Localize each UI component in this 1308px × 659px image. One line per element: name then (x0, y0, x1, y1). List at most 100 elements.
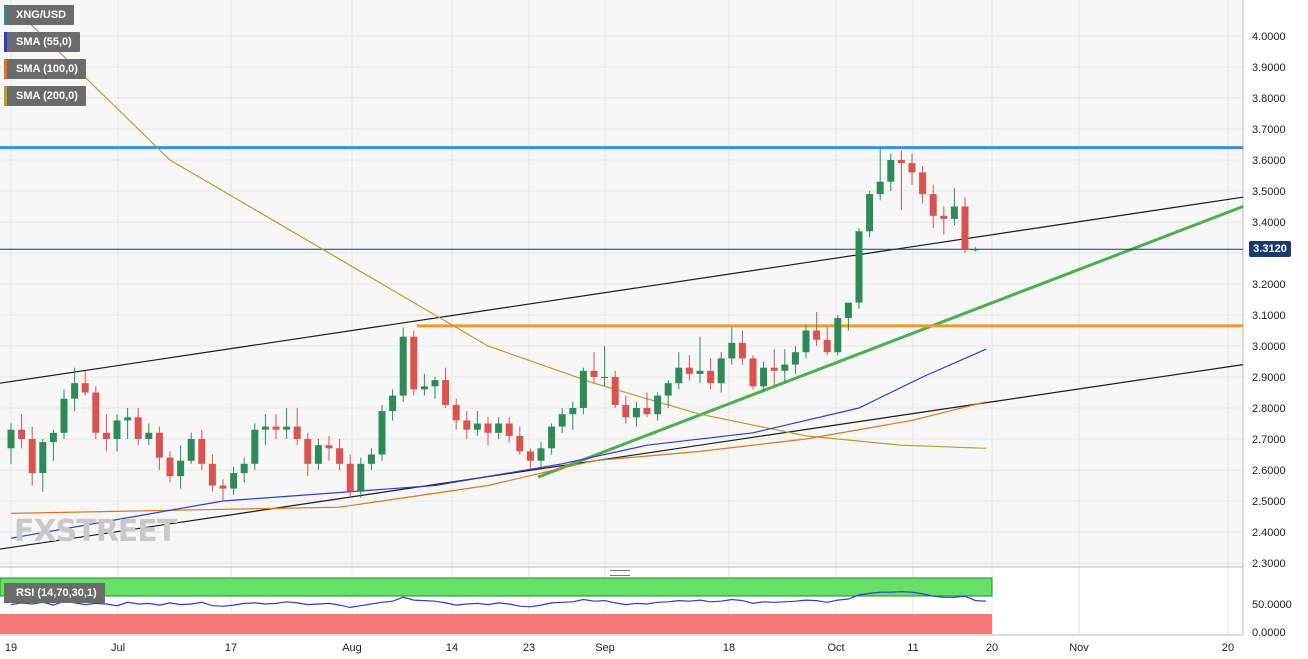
candle (887, 153, 895, 191)
candle (516, 426, 524, 455)
candle (81, 370, 89, 396)
candle (940, 206, 948, 235)
pane-resize-handle[interactable] (610, 570, 630, 576)
y-tick-label: 3.6000 (1252, 155, 1286, 167)
candle (876, 147, 884, 201)
candle (60, 389, 68, 439)
candle-body (49, 432, 57, 443)
candle (39, 439, 47, 492)
candle-body (950, 206, 958, 219)
candle-body (378, 411, 386, 455)
candle (251, 423, 259, 470)
candle (919, 166, 927, 204)
candle (855, 228, 863, 309)
candle-body (431, 380, 439, 387)
legend-rsi[interactable]: RSI (14,70,30,1) (4, 583, 105, 603)
y-tick-label: 3.2000 (1252, 279, 1286, 291)
candle (155, 426, 163, 470)
candle (781, 349, 789, 384)
candle (198, 429, 206, 470)
candle-body (940, 215, 948, 219)
candle (28, 426, 36, 486)
candle-body (495, 423, 503, 433)
candle-body (590, 370, 598, 377)
candle-body (760, 367, 768, 387)
candle-body (579, 370, 587, 408)
candle-body (664, 383, 672, 396)
candle (590, 352, 598, 384)
legend-symbol-label: XNG/USD (16, 9, 67, 21)
candle-body (654, 395, 662, 415)
candle-body (230, 473, 238, 489)
y-tick-label: 3.7000 (1252, 124, 1286, 136)
candle (632, 401, 640, 427)
candle (283, 408, 291, 439)
candle-body (357, 463, 365, 492)
candle-body (346, 463, 354, 492)
candle-body (749, 358, 757, 387)
legend-sma55[interactable]: SMA (55,0) (4, 32, 80, 52)
candle (219, 479, 227, 501)
candle (187, 432, 195, 464)
candle-body (823, 339, 831, 353)
rsi-line (10, 591, 987, 609)
candle-body (177, 460, 185, 477)
candle (18, 414, 26, 449)
fxstreet-watermark: FXSTREET (14, 514, 177, 549)
rsi-tick-label: 50.0000 (1252, 599, 1292, 611)
candle (548, 423, 556, 455)
candle-body (124, 417, 132, 421)
legend-rsi-label: RSI (14,70,30,1) (16, 587, 97, 599)
candle (452, 398, 460, 430)
candle (929, 184, 937, 229)
candle (420, 373, 428, 396)
candle (346, 454, 354, 498)
candle-body (463, 420, 471, 430)
candle-body (685, 367, 693, 374)
x-tick-label: Sep (595, 642, 615, 654)
candle (177, 445, 185, 489)
candle-body (929, 194, 937, 216)
candle-body (972, 249, 980, 251)
candle (844, 302, 852, 331)
x-tick-label: Nov (1069, 642, 1089, 654)
candle (717, 352, 725, 393)
y-tick-label: 3.4000 (1252, 217, 1286, 229)
candle-body (208, 463, 216, 486)
candle (399, 327, 407, 402)
candle (463, 411, 471, 439)
candle-body (134, 417, 142, 439)
candle (442, 367, 450, 408)
candle (897, 150, 905, 210)
candle-body (452, 404, 460, 421)
y-tick-label: 2.6000 (1252, 465, 1286, 477)
candle (314, 439, 322, 470)
y-tick-label: 2.4000 (1252, 527, 1286, 539)
rsi-tick-label: 0.0000 (1252, 627, 1286, 639)
candle-body (473, 423, 481, 430)
candle (145, 423, 153, 446)
legend-sma55-label: SMA (55,0) (16, 36, 72, 48)
candle-body (261, 426, 269, 430)
candle (367, 448, 375, 470)
candle (823, 327, 831, 356)
sma100-line (10, 401, 987, 514)
x-tick-label: 18 (723, 642, 735, 654)
candle-body (696, 370, 704, 374)
x-tick-label: 17 (225, 642, 237, 654)
legend-sma200[interactable]: SMA (200,0) (4, 86, 86, 106)
legend-symbol[interactable]: XNG/USD (4, 5, 75, 25)
rsi-overbought-zone (0, 577, 993, 597)
y-tick-label: 2.3000 (1252, 558, 1286, 570)
candle-body (92, 392, 100, 433)
x-tick-label: Aug (342, 642, 362, 654)
candle (685, 355, 693, 381)
candle (834, 315, 842, 356)
legend-sma100[interactable]: SMA (100,0) (4, 59, 86, 79)
candle (961, 197, 969, 253)
candle-body (325, 445, 333, 449)
candle-body (738, 342, 746, 359)
candle (664, 380, 672, 408)
candle (950, 187, 958, 226)
